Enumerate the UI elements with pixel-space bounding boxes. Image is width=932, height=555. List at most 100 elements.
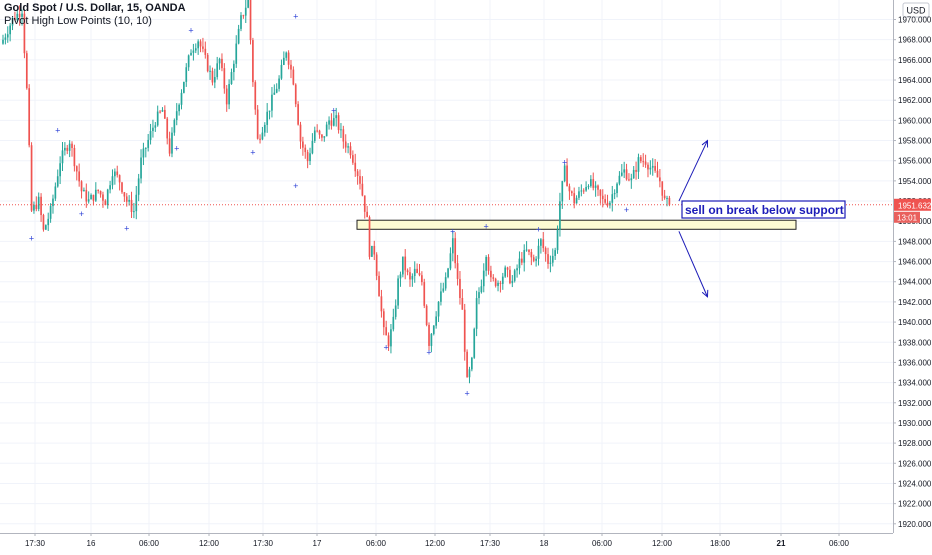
candle-body (142, 148, 145, 158)
candle-body (463, 309, 466, 352)
candle-body (578, 191, 580, 198)
candle-body (149, 131, 152, 140)
candle-body (185, 67, 188, 82)
candle-body (152, 127, 154, 132)
candle-body (123, 192, 126, 197)
candle-body (604, 199, 606, 203)
candle-body (352, 155, 354, 163)
candle-body (363, 195, 366, 212)
candle-body (342, 129, 345, 142)
support-zone-layer (356, 219, 797, 230)
candle-body (580, 190, 583, 192)
candle-body (659, 177, 661, 182)
candle-body (75, 166, 78, 172)
candle-body (413, 268, 416, 277)
price-axis-bg (893, 0, 932, 550)
candle-body (218, 58, 221, 64)
candle-body (397, 278, 399, 306)
candle-body (380, 296, 383, 312)
candle-body (273, 92, 276, 95)
arrow-head-down (701, 289, 709, 298)
price-tick-label: 1966.000 (898, 56, 932, 65)
candle-body (156, 111, 159, 126)
candle-body (259, 138, 261, 140)
candle-body (83, 189, 85, 192)
candle-body (266, 111, 269, 125)
price-tick-label: 1938.000 (898, 338, 932, 347)
candle-body (104, 200, 107, 206)
candle-body (566, 165, 568, 187)
candle-body (651, 165, 654, 168)
candle-body (525, 249, 528, 251)
candle-body (37, 196, 40, 210)
currency-button[interactable] (902, 2, 930, 18)
last-price-tag (894, 198, 931, 211)
candle-body (118, 175, 121, 183)
candle-body (130, 199, 133, 212)
candle-body (487, 256, 490, 271)
symbol-title: Gold Spot / U.S. Dollar, 15, OANDA (4, 2, 186, 14)
candle-body (275, 88, 278, 93)
candle-body (159, 111, 161, 113)
candle-body (551, 255, 554, 263)
candle-body (616, 183, 618, 194)
candle-body (44, 225, 47, 230)
projection-arrow-up[interactable] (678, 140, 708, 202)
candle-body (601, 195, 604, 200)
support-zone[interactable] (356, 219, 797, 230)
price-tick-label: 1946.000 (898, 258, 932, 267)
candle-body (409, 272, 411, 280)
candle-body (492, 277, 495, 279)
pivot-low-marker: + (124, 223, 129, 233)
candle-body (585, 186, 587, 191)
candle-body (161, 109, 164, 112)
candle-body (401, 256, 404, 275)
candle-body (311, 140, 314, 154)
candle-body (278, 78, 280, 89)
candle-body (171, 132, 173, 154)
candle-body (180, 92, 183, 105)
candle-body (663, 195, 666, 199)
candle-body (666, 197, 668, 199)
candle-body (568, 186, 571, 192)
annotation-box[interactable] (681, 200, 846, 219)
candle-body (425, 305, 428, 325)
candle-body (33, 204, 35, 211)
candle-body (466, 351, 468, 378)
candle-body (611, 194, 614, 203)
candle-body (292, 69, 295, 85)
candle-body (247, 0, 249, 8)
candle-body (513, 270, 516, 281)
candle-body (570, 191, 573, 194)
candle-body (294, 84, 297, 105)
price-tick-label: 1920.000 (898, 520, 932, 529)
candle-body (344, 141, 347, 148)
candle-body (11, 17, 14, 26)
candle-body (297, 104, 299, 125)
pivot-high-marker: + (55, 125, 60, 135)
candle-body (183, 81, 185, 93)
candle-body (168, 138, 171, 154)
candle-body (106, 189, 109, 206)
time-tick-label: 06:00 (139, 539, 160, 548)
candle-body (461, 298, 464, 310)
candle-body (254, 82, 257, 110)
candle-body (499, 282, 502, 284)
candle-body (59, 163, 61, 177)
candle-body (211, 70, 214, 83)
candle-body (599, 189, 602, 196)
candle-body (187, 55, 190, 68)
candle-body (404, 256, 407, 271)
candle-body (609, 202, 611, 206)
price-tick-label: 1940.000 (898, 318, 932, 327)
price-tick-label: 1934.000 (898, 379, 932, 388)
projection-arrow-down[interactable] (678, 231, 708, 298)
candle-body (544, 248, 547, 255)
candle-body (349, 146, 352, 156)
candle-body (242, 15, 245, 17)
candle-body (456, 263, 459, 279)
candle-body (49, 206, 52, 219)
candle-body (54, 186, 57, 199)
